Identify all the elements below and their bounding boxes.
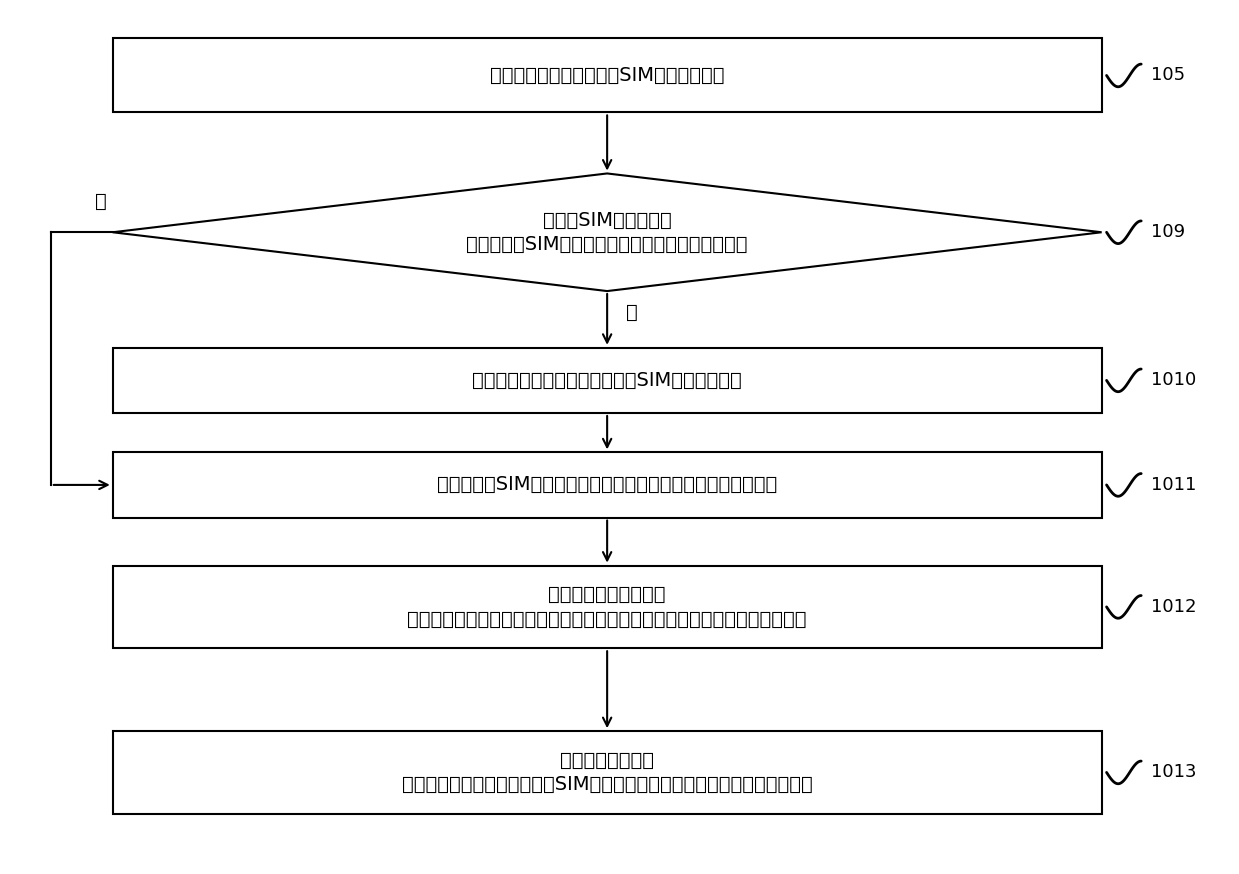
Text: 以该第二制式进行该第二SIM卡的网络注册: 以该第二制式进行该第二SIM卡的网络注册 [489,66,725,85]
Text: 获取该第二SIM卡以该第二制式进行网络注册时的第二先验信息: 获取该第二SIM卡以该第二制式进行网络注册时的第二先验信息 [437,475,777,495]
Text: 以该第二制式再次进行该第一SIM卡的网络注册，并在进行网络注册时，将该: 以该第二制式再次进行该第一SIM卡的网络注册，并在进行网络注册时，将该 [401,775,813,794]
Text: 否: 否 [94,191,107,211]
Text: 是: 是 [626,303,637,323]
Text: 根据该第二频点信息进行该第一SIM卡的网络注册: 根据该第二频点信息进行该第一SIM卡的网络注册 [472,371,742,390]
Text: 确定该第二SIM卡的第二驻留小区的第二频点信息与: 确定该第二SIM卡的第二驻留小区的第二频点信息与 [466,235,748,254]
Text: 109: 109 [1151,223,1186,241]
Text: 根据该第二先验信息在该第二制式进行网络注册时遍历过的所有小区中筛选出: 根据该第二先验信息在该第二制式进行网络注册时遍历过的所有小区中筛选出 [408,609,807,628]
Text: 1012: 1012 [1151,598,1197,616]
Bar [113,452,1101,517]
Bar [113,348,1101,413]
Text: 1013: 1013 [1151,763,1197,781]
Text: 该第一SIM卡是否匹配: 该第一SIM卡是否匹配 [543,211,672,230]
Bar [113,565,1101,649]
Text: 一个或多个不匹配小区: 一个或多个不匹配小区 [549,586,665,604]
Text: 1011: 1011 [1151,476,1197,494]
Text: 不匹配小区过滤掉: 不匹配小区过滤掉 [560,751,654,770]
Text: 1010: 1010 [1151,371,1197,390]
Bar [113,731,1101,814]
Bar [113,38,1101,113]
Polygon shape [113,173,1101,291]
Text: 105: 105 [1151,66,1186,85]
